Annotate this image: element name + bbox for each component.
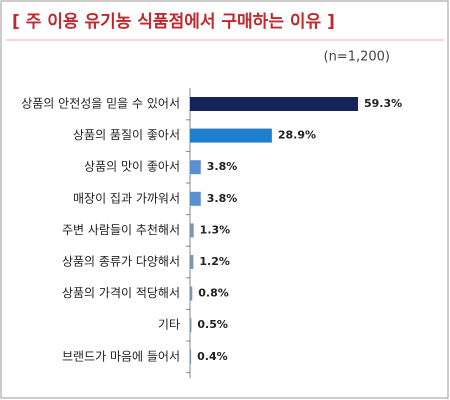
bar <box>190 128 272 143</box>
category-label: 상품의 안전성을 믿을 수 있어서 <box>21 97 180 111</box>
value-label: 1.3% <box>200 223 231 236</box>
bar <box>190 97 358 111</box>
bar <box>190 255 194 269</box>
bar <box>190 349 192 364</box>
bar <box>190 318 192 333</box>
value-label: 1.2% <box>199 255 230 268</box>
bar <box>190 286 193 301</box>
value-label: 3.8% <box>207 160 238 173</box>
chart-title: [ 주 이용 유기농 식품점에서 구매하는 이유 ] <box>12 12 335 32</box>
bar <box>190 223 194 238</box>
category-label: 상품의 맛이 좋아서 <box>84 160 180 174</box>
value-label: 59.3% <box>364 97 402 110</box>
bar <box>190 191 201 206</box>
category-label: 상품의 종류가 다양해서 <box>62 255 180 269</box>
category-label: 매장이 집과 가까워서 <box>73 191 180 205</box>
category-label: 주변 사람들이 추천해서 <box>62 222 180 237</box>
value-label: 28.9% <box>278 129 316 142</box>
chart-subtitle: (n=1,200) <box>324 50 391 65</box>
value-label: 0.8% <box>198 287 229 300</box>
value-label: 0.4% <box>197 350 228 363</box>
bar <box>190 160 201 175</box>
category-label: 상품의 가격이 적당해서 <box>62 286 180 300</box>
category-label: 상품의 품질이 좋아서 <box>73 128 180 142</box>
category-label: 기타 <box>158 318 180 332</box>
category-label: 브랜드가 마음에 들어서 <box>62 349 180 363</box>
value-label: 0.5% <box>197 318 228 331</box>
value-label: 3.8% <box>207 192 238 205</box>
